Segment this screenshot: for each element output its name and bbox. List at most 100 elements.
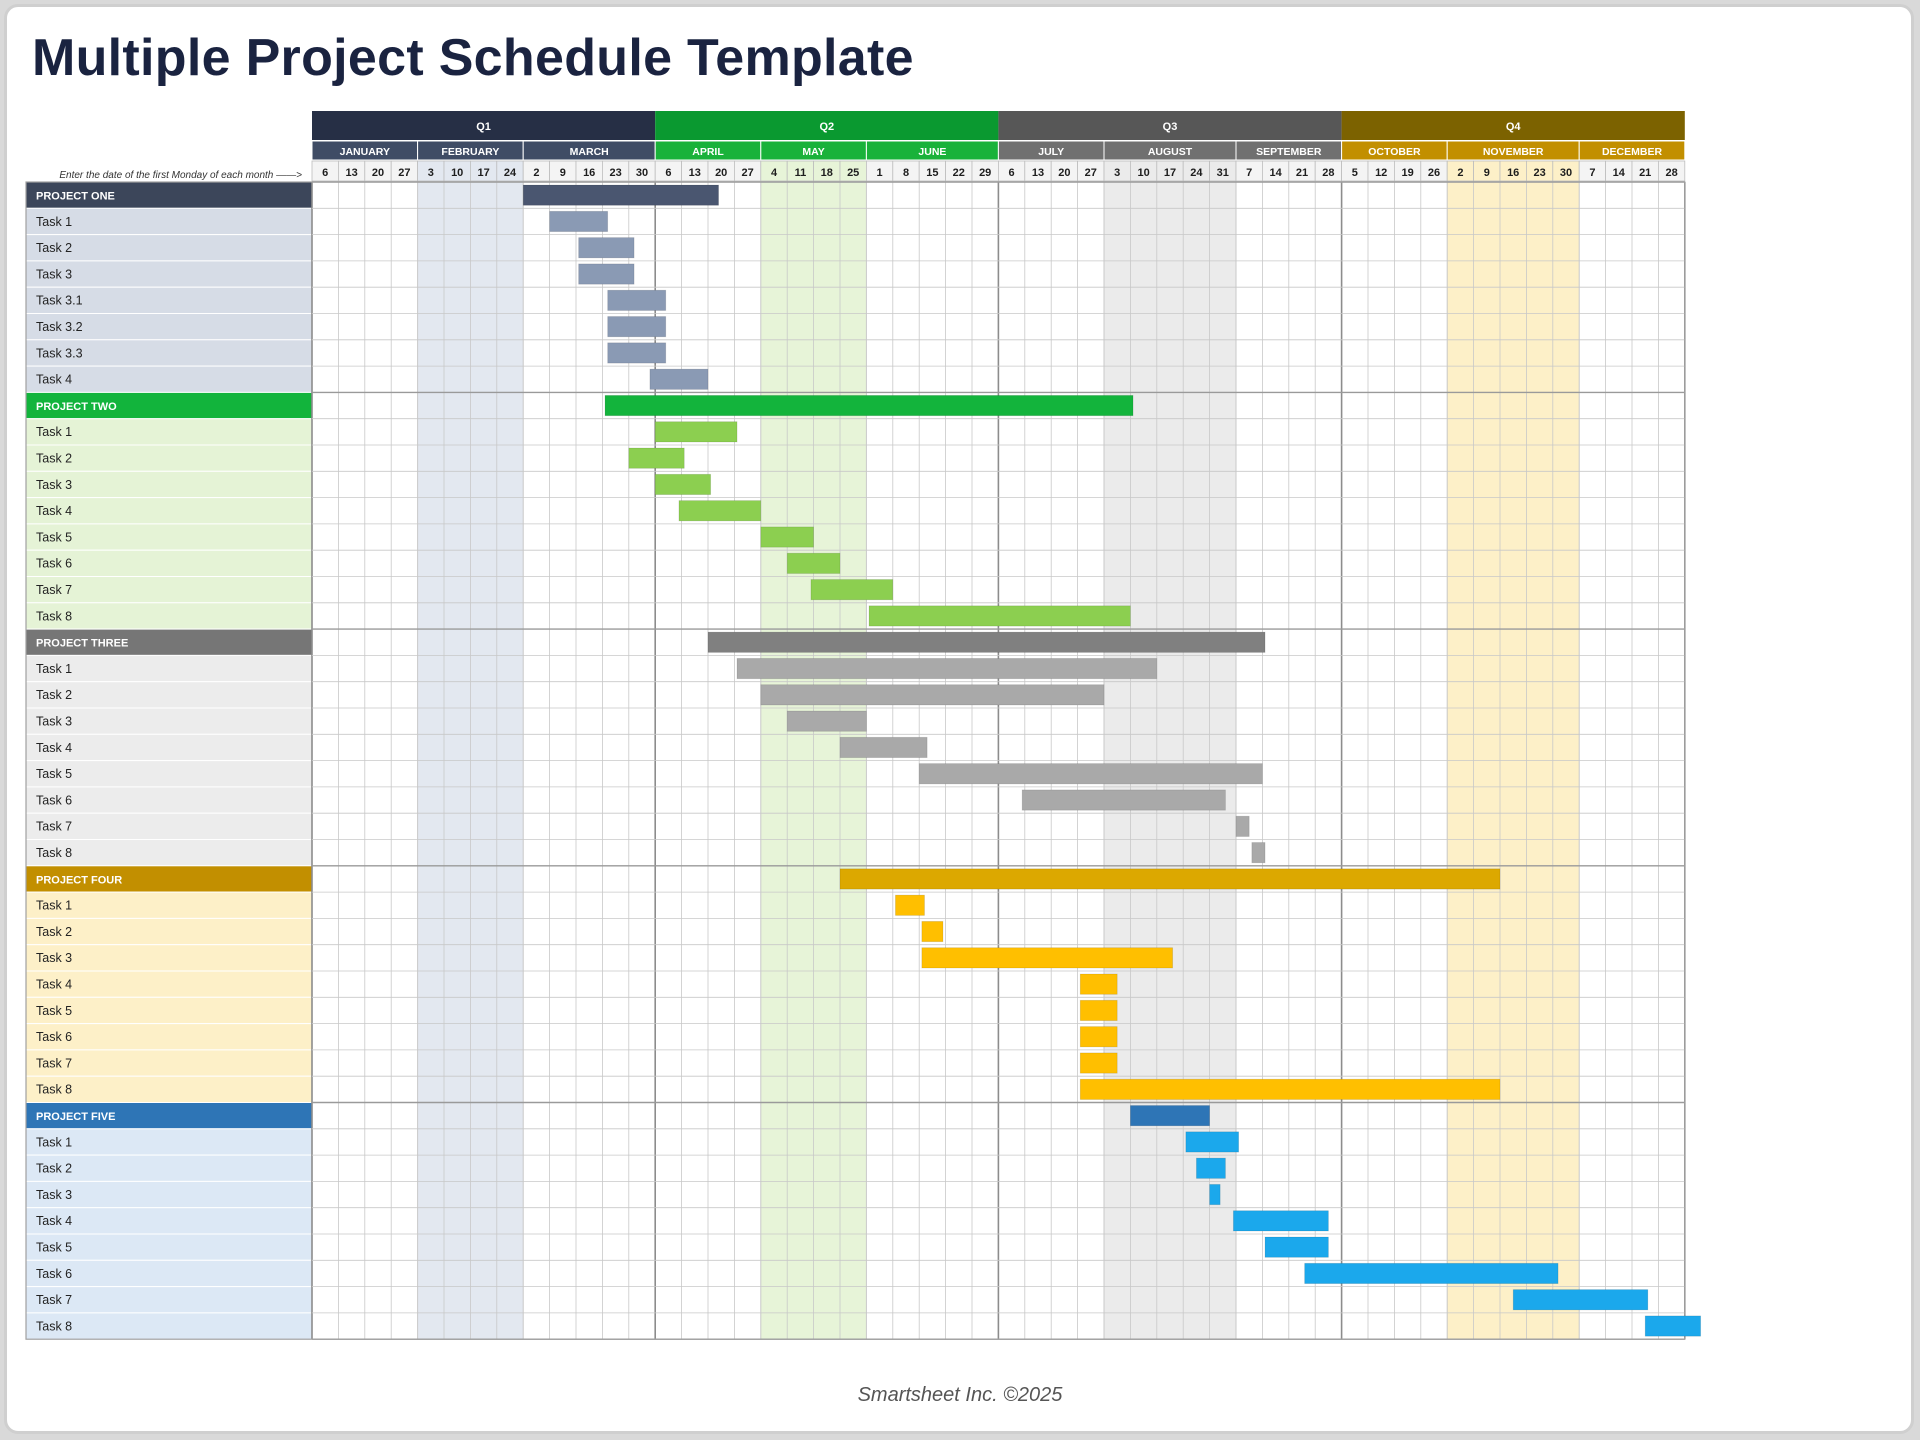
task-bar <box>1079 999 1118 1021</box>
week-date-label: 22 <box>953 167 965 179</box>
task-bar <box>786 552 841 574</box>
task-bar <box>1251 842 1266 864</box>
quarter-label-q3: Q3 <box>1163 121 1178 133</box>
week-date-label: 20 <box>1058 167 1070 179</box>
task-bar <box>921 921 944 943</box>
first-monday-instruction: Enter the date of the first Monday of ea… <box>59 170 302 181</box>
month-label-july: JULY <box>1038 146 1064 158</box>
week-date-label: 10 <box>1137 167 1149 179</box>
task-name-label: Task 4 <box>36 1214 72 1228</box>
task-bar <box>810 579 894 601</box>
task-name-label: Task 1 <box>36 425 72 439</box>
task-bar <box>628 447 685 469</box>
week-date-label: 8 <box>903 167 909 179</box>
task-bar <box>921 947 1174 969</box>
page-title: Multiple Project Schedule Template <box>32 29 914 87</box>
task-name-label: Task 2 <box>36 241 72 255</box>
week-date-label: 19 <box>1401 167 1413 179</box>
month-label-october: OCTOBER <box>1368 146 1421 158</box>
task-label-cell <box>25 470 313 499</box>
task-bar <box>607 289 667 311</box>
month-label-april: APRIL <box>692 146 724 158</box>
quarter-header-q3 <box>998 111 1342 140</box>
task-label-cell <box>25 313 313 341</box>
task-bar <box>578 263 635 285</box>
week-date-label: 9 <box>1484 167 1490 179</box>
project-summary-bar <box>1130 1105 1211 1127</box>
task-name-label: Task 5 <box>36 767 72 781</box>
week-date-label: 27 <box>1085 167 1097 179</box>
task-name-label: Task 3 <box>36 715 72 729</box>
month-header-december <box>1578 140 1686 161</box>
task-bar <box>1185 1131 1240 1153</box>
week-date-label: 11 <box>795 167 807 179</box>
week-date-label: 7 <box>1246 167 1252 179</box>
quarter-label-q4: Q4 <box>1506 121 1522 133</box>
week-date-label: 1 <box>877 167 883 179</box>
task-name-label: Task 5 <box>36 1241 72 1255</box>
task-name-label: Task 3 <box>36 267 72 281</box>
task-label-cell <box>25 497 313 525</box>
week-date-label: 6 <box>322 167 328 179</box>
task-name-label: Task 6 <box>36 1267 72 1281</box>
week-date-label: 14 <box>1269 167 1282 179</box>
task-label-cell <box>25 234 313 262</box>
week-date-label: 20 <box>715 167 727 179</box>
task-name-label: Task 4 <box>36 741 72 755</box>
task-bar <box>549 210 609 233</box>
task-name-label: Task 1 <box>36 1135 72 1149</box>
task-name-label: Task 8 <box>36 846 72 860</box>
task-bar <box>868 605 1131 627</box>
project-summary-bar <box>839 868 1501 890</box>
task-name-label: Task 3 <box>36 478 72 492</box>
footer-copyright: Smartsheet Inc. ©2025 <box>857 1384 1063 1406</box>
task-bar <box>760 526 814 548</box>
task-name-label: Task 7 <box>36 1293 72 1307</box>
task-bar <box>607 342 667 364</box>
quarter-label-q2: Q2 <box>819 121 834 133</box>
project-name-label: PROJECT TWO <box>36 401 117 413</box>
task-bar <box>1264 1236 1329 1258</box>
task-label-cell <box>25 339 313 367</box>
task-name-label: Task 1 <box>36 215 72 229</box>
month-label-december: DECEMBER <box>1602 146 1663 158</box>
task-bar <box>654 473 712 495</box>
task-bar <box>1232 1210 1329 1232</box>
month-label-march: MARCH <box>570 146 609 158</box>
week-date-label: 13 <box>345 167 357 179</box>
task-bar <box>760 684 1105 706</box>
week-date-label: 26 <box>1428 167 1440 179</box>
month-label-february: FEBRUARY <box>441 146 499 158</box>
project-header-cell <box>25 391 313 420</box>
task-name-label: Task 2 <box>36 452 72 466</box>
task-name-label: Task 6 <box>36 557 72 571</box>
quarter-label-q1: Q1 <box>476 121 491 133</box>
week-date-label: 30 <box>1560 167 1572 179</box>
quarter-header-q4 <box>1341 111 1685 140</box>
week-date-label: 9 <box>560 167 566 179</box>
week-date-label: 5 <box>1352 167 1358 179</box>
task-bar <box>1079 1026 1118 1048</box>
project-summary-bar <box>522 184 719 206</box>
month-label-january: JANUARY <box>340 146 390 158</box>
task-bar <box>1079 1078 1501 1100</box>
task-bar <box>1209 1184 1221 1206</box>
week-date-label: 7 <box>1589 167 1595 179</box>
project-name-label: PROJECT FIVE <box>36 1111 115 1123</box>
task-label-cell <box>25 733 313 762</box>
task-label-cell <box>25 970 313 998</box>
week-date-label: 21 <box>1296 167 1308 179</box>
task-bar <box>578 237 635 259</box>
week-date-label: 24 <box>504 167 517 179</box>
week-date-label: 20 <box>372 167 384 179</box>
task-label-cell <box>25 1180 313 1209</box>
month-label-august: AUGUST <box>1148 146 1193 158</box>
week-date-label: 28 <box>1322 167 1334 179</box>
week-date-label: 13 <box>1032 167 1044 179</box>
week-date-label: 23 <box>609 167 621 179</box>
task-name-label: Task 2 <box>36 925 72 939</box>
task-bar <box>607 316 667 338</box>
task-name-label: Task 1 <box>36 899 72 913</box>
task-name-label: Task 6 <box>36 1030 72 1044</box>
